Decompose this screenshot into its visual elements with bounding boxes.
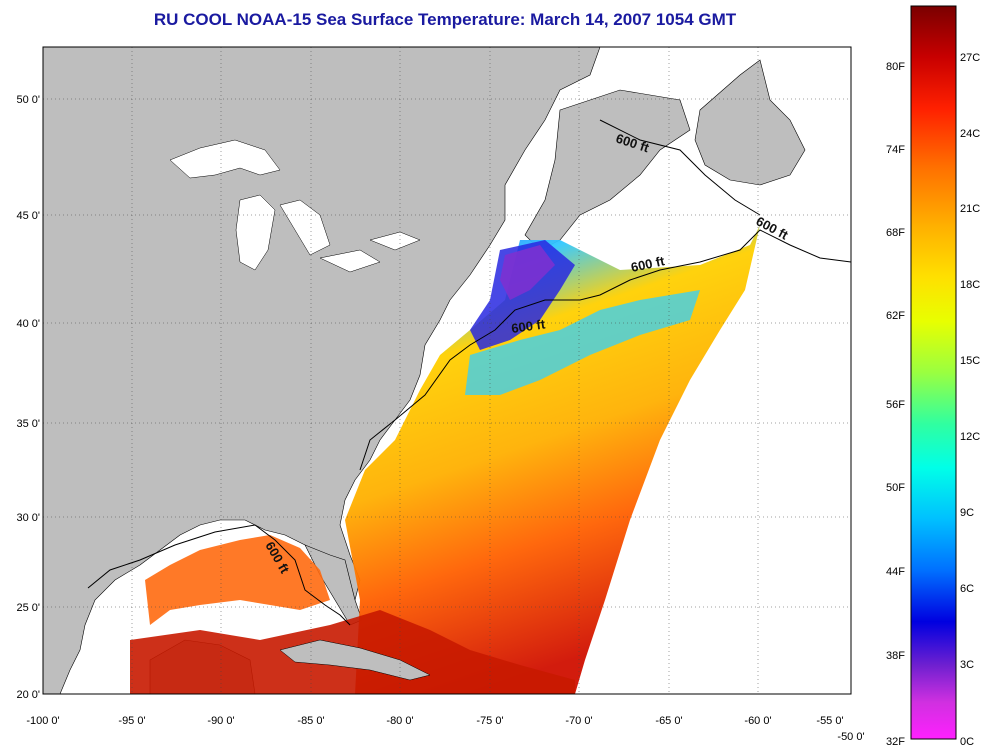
colorbar-c-label: 12C xyxy=(960,431,980,443)
x-tick-label: -55 0' xyxy=(816,715,843,727)
colorbar-f-label: 32F xyxy=(886,736,905,748)
x-tick-label: -100 0' xyxy=(26,715,59,727)
plot-frame xyxy=(42,46,852,695)
land-newfoundland xyxy=(694,59,806,186)
colorbar-c-label: 9C xyxy=(960,507,974,519)
colorbar-c-label: 21C xyxy=(960,203,980,215)
colorbar-f-label: 74F xyxy=(886,144,905,156)
great-lakes xyxy=(169,139,421,273)
colorbar xyxy=(910,5,957,740)
colorbar-f-label: 80F xyxy=(886,61,905,73)
x-tick-label: -65 0' xyxy=(655,715,682,727)
x-tick-label: -80 0' xyxy=(386,715,413,727)
y-tick-label: 45 0' xyxy=(16,210,40,222)
colorbar-c-label: 6C xyxy=(960,583,974,595)
colorbar-f-label: 56F xyxy=(886,399,905,411)
y-tick-label: 30 0' xyxy=(16,512,40,524)
contour-label-600ft: 600 ft xyxy=(630,253,667,275)
isobath-600ft xyxy=(87,119,851,626)
x-tick-label: -95 0' xyxy=(118,715,145,727)
y-tick-label: 25 0' xyxy=(16,602,40,614)
colorbar-f-label: 38F xyxy=(886,650,905,662)
x-tick-label: -75 0' xyxy=(476,715,503,727)
sst-cyan-front xyxy=(465,290,700,395)
colorbar-f-label: 44F xyxy=(886,566,905,578)
x-tick-label: -70 0' xyxy=(565,715,592,727)
x-tick-label: -60 0' xyxy=(744,715,771,727)
colorbar-fahrenheit-labels: 80F 74F 68F 62F 56F 50F 44F 38F 32F xyxy=(886,61,905,748)
y-axis-labels: 50 0' 45 0' 40 0' 35 0' 30 0' 25 0' 20 0… xyxy=(16,94,40,701)
land-maritimes xyxy=(524,89,691,251)
x-axis-labels: -100 0' -95 0' -90 0' -85 0' -80 0' -75 … xyxy=(26,715,864,743)
colorbar-f-label: 62F xyxy=(886,310,905,322)
colorbar-f-label: 50F xyxy=(886,482,905,494)
sst-gulf xyxy=(145,535,330,625)
sst-purple-patch xyxy=(500,245,555,300)
x-tick-label: -90 0' xyxy=(207,715,234,727)
y-tick-label: 40 0' xyxy=(16,318,40,330)
y-tick-label: 20 0' xyxy=(16,689,40,701)
colorbar-c-label: 27C xyxy=(960,52,980,64)
map-title: RU COOL NOAA-15 Sea Surface Temperature:… xyxy=(153,10,737,29)
y-tick-label: 50 0' xyxy=(16,94,40,106)
sst-swath xyxy=(345,225,760,694)
colorbar-c-label: 0C xyxy=(960,736,974,748)
x-tick-label: -50 0' xyxy=(837,731,864,743)
colorbar-f-label: 68F xyxy=(886,227,905,239)
colorbar-c-label: 24C xyxy=(960,128,980,140)
colorbar-c-label: 18C xyxy=(960,279,980,291)
land-north-america xyxy=(43,47,601,694)
land-cuba xyxy=(279,639,431,681)
y-tick-label: 35 0' xyxy=(16,418,40,430)
contour-label-600ft: 600 ft xyxy=(510,316,546,336)
colorbar-c-label: 3C xyxy=(960,659,974,671)
colorbar-celsius-labels: 27C 24C 21C 18C 15C 12C 9C 6C 3C 0C xyxy=(960,52,980,748)
graticule xyxy=(43,47,851,694)
colorbar-c-label: 15C xyxy=(960,355,980,367)
x-tick-label: -85 0' xyxy=(297,715,324,727)
